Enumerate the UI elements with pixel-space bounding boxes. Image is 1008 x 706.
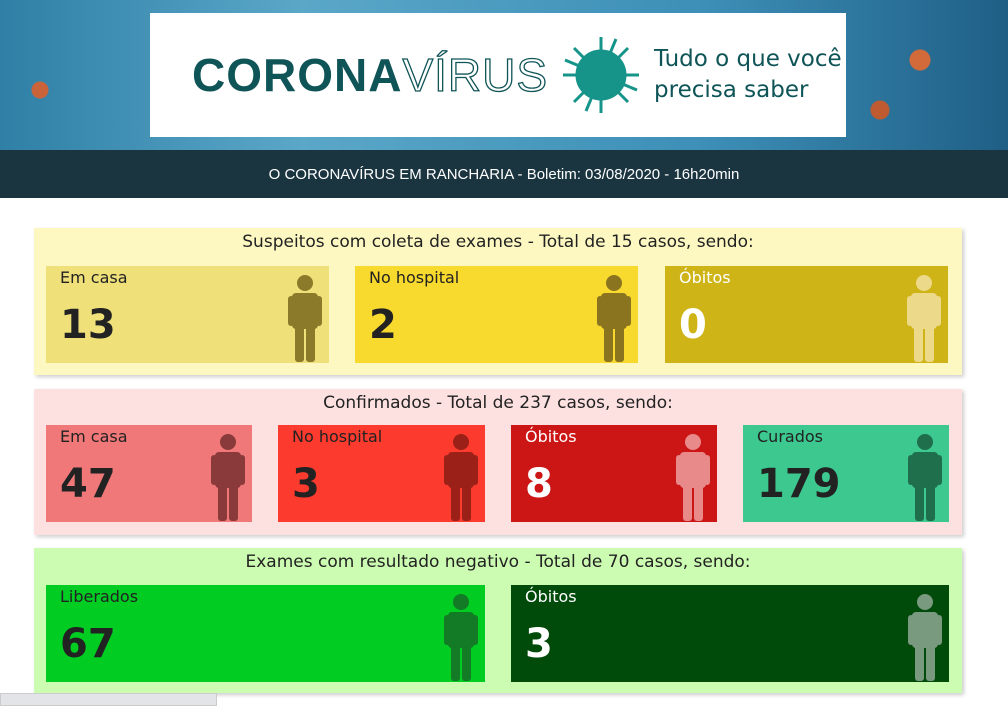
card-label: Em casa xyxy=(60,268,128,287)
stat-card: Óbitos 3 xyxy=(511,585,949,682)
stat-card: Em casa 13 xyxy=(46,266,329,363)
card-value: 179 xyxy=(757,461,841,507)
person-icon xyxy=(444,434,478,521)
card-value: 47 xyxy=(60,461,116,507)
bulletin-bar: O CORONAVÍRUS EM RANCHARIA - Boletim: 03… xyxy=(0,150,1008,198)
section-confirmed: Confirmados - Total de 237 casos, sendo:… xyxy=(34,389,962,535)
person-icon xyxy=(211,434,245,521)
card-value: 0 xyxy=(679,302,707,348)
stat-card: Liberados 67 xyxy=(46,585,485,682)
person-icon xyxy=(444,594,478,681)
stat-card: No hospital 2 xyxy=(355,266,638,363)
stat-card: Óbitos 8 xyxy=(511,425,717,522)
section-title: Confirmados - Total de 237 casos, sendo: xyxy=(323,393,673,413)
card-value: 67 xyxy=(60,621,116,667)
stat-card: Em casa 47 xyxy=(46,425,252,522)
person-icon xyxy=(288,275,322,362)
card-label: Liberados xyxy=(60,587,139,606)
section-title: Suspeitos com coleta de exames - Total d… xyxy=(242,232,754,252)
coronavirus-logo: CORONAVÍRUS Tudo o que você precisa sabe… xyxy=(150,13,846,137)
card-label: Curados xyxy=(757,427,823,446)
tagline-line1: Tudo o que você xyxy=(654,46,842,72)
person-icon xyxy=(676,434,710,521)
person-icon xyxy=(907,275,941,362)
person-icon xyxy=(597,275,631,362)
card-label: No hospital xyxy=(292,427,383,446)
tagline-line2: precisa saber xyxy=(654,77,809,103)
bulletin-text: O CORONAVÍRUS EM RANCHARIA - Boletim: 03… xyxy=(268,165,740,183)
card-value: 2 xyxy=(369,302,397,348)
tagline: Tudo o que você precisa saber xyxy=(654,44,842,106)
stat-card: Óbitos 0 xyxy=(665,266,948,363)
card-label: Óbitos xyxy=(525,427,577,446)
logo-text: CORONAVÍRUS xyxy=(192,48,548,102)
card-label: Óbitos xyxy=(679,268,731,287)
card-label: Óbitos xyxy=(525,587,577,606)
logo-outline: VÍRUS xyxy=(402,48,549,101)
section-title: Exames com resultado negativo - Total de… xyxy=(245,552,751,572)
card-label: Em casa xyxy=(60,427,128,446)
card-value: 8 xyxy=(525,461,553,507)
card-value: 3 xyxy=(292,461,320,507)
person-icon xyxy=(908,434,942,521)
card-value: 3 xyxy=(525,621,553,667)
logo-bold: CORONA xyxy=(192,49,403,101)
section-negative: Exames com resultado negativo - Total de… xyxy=(34,548,962,693)
section-suspects: Suspeitos com coleta de exames - Total d… xyxy=(34,228,962,375)
header-banner: CORONAVÍRUS Tudo o que você precisa sabe… xyxy=(0,0,1008,150)
virus-icon xyxy=(563,37,640,113)
person-icon xyxy=(908,594,942,681)
bottom-scrollbar[interactable] xyxy=(0,693,217,706)
card-label: No hospital xyxy=(369,268,460,287)
card-value: 13 xyxy=(60,302,116,348)
stat-card: No hospital 3 xyxy=(278,425,485,522)
stat-card: Curados 179 xyxy=(743,425,949,522)
